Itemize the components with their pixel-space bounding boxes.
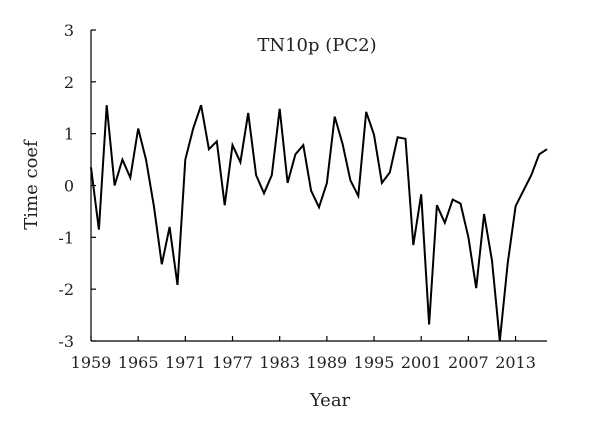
data-point [232,144,234,146]
data-point [216,141,218,143]
data-point [452,199,454,201]
data-point [468,237,470,239]
data-point [538,154,540,156]
data-point [499,340,501,342]
data-point [310,190,312,192]
data-point [98,229,100,231]
data-point [531,174,533,176]
data-point [161,264,163,266]
data-point [263,193,265,195]
data-point [491,260,493,262]
data-point [185,159,187,161]
y-tick-label: -1 [58,228,74,247]
data-point [483,213,485,215]
data-point [397,137,399,139]
data-point [342,143,344,145]
y-axis-label: Time coef [21,139,42,230]
series-line [90,104,548,342]
data-point [436,204,438,206]
x-tick-label: 2007 [448,353,489,372]
data-point [224,204,226,206]
data-point [350,180,352,182]
data-point [523,190,525,192]
data-point [200,104,202,106]
data-point [373,134,375,136]
x-tick-label: 1977 [212,353,253,372]
axes: -3 -2 -1 0 1 2 3 1959 1965 1971 1977 1983 1989 1995 20… [58,21,547,372]
data-point [279,108,281,110]
x-tick-label: 1965 [118,353,159,372]
data-point [247,112,249,114]
data-point [169,226,171,228]
x-tick-label: 1971 [165,353,206,372]
data-point [365,111,367,113]
data-point [507,263,509,265]
data-point [106,104,108,106]
chart-title: TN10p (PC2) [257,35,376,56]
data-point [153,205,155,207]
data-point [90,167,92,169]
data-point [413,244,415,246]
y-tick-label: 3 [64,21,74,40]
data-point [145,159,147,161]
data-point [122,159,124,161]
data-point [358,195,360,197]
data-point [389,172,391,174]
x-tick-label: 1983 [259,353,300,372]
data-point [420,194,422,196]
plot-area [90,104,548,342]
data-point [287,182,289,184]
data-point [334,116,336,118]
data-point [475,287,477,289]
x-tick-label: 2013 [495,353,536,372]
y-tick-label: 2 [64,73,74,92]
data-point [428,324,430,326]
x-tick-label: 1995 [354,353,395,372]
y-tick-label: 0 [64,177,74,196]
y-tick-label: -2 [58,280,74,299]
data-point [444,222,446,224]
y-tick-label: 1 [64,125,74,144]
x-tick-label: 1959 [71,353,112,372]
data-point [460,203,462,205]
data-point [208,148,210,150]
data-point [177,284,179,286]
data-point [130,177,132,179]
data-point [271,174,273,176]
data-point [318,207,320,209]
data-point [137,128,139,130]
x-tick-label: 1989 [307,353,348,372]
data-point [546,148,548,150]
data-point [515,205,517,207]
data-point [192,128,194,130]
y-tick-label: -3 [58,332,74,351]
x-tick-label: 2001 [401,353,442,372]
data-point [303,144,305,146]
data-point [381,182,383,184]
x-axis-label: Year [309,390,351,411]
data-point [114,185,116,187]
data-point [295,154,297,156]
data-point [240,161,242,163]
data-point [326,182,328,184]
data-point [405,138,407,140]
data-point [255,174,257,176]
